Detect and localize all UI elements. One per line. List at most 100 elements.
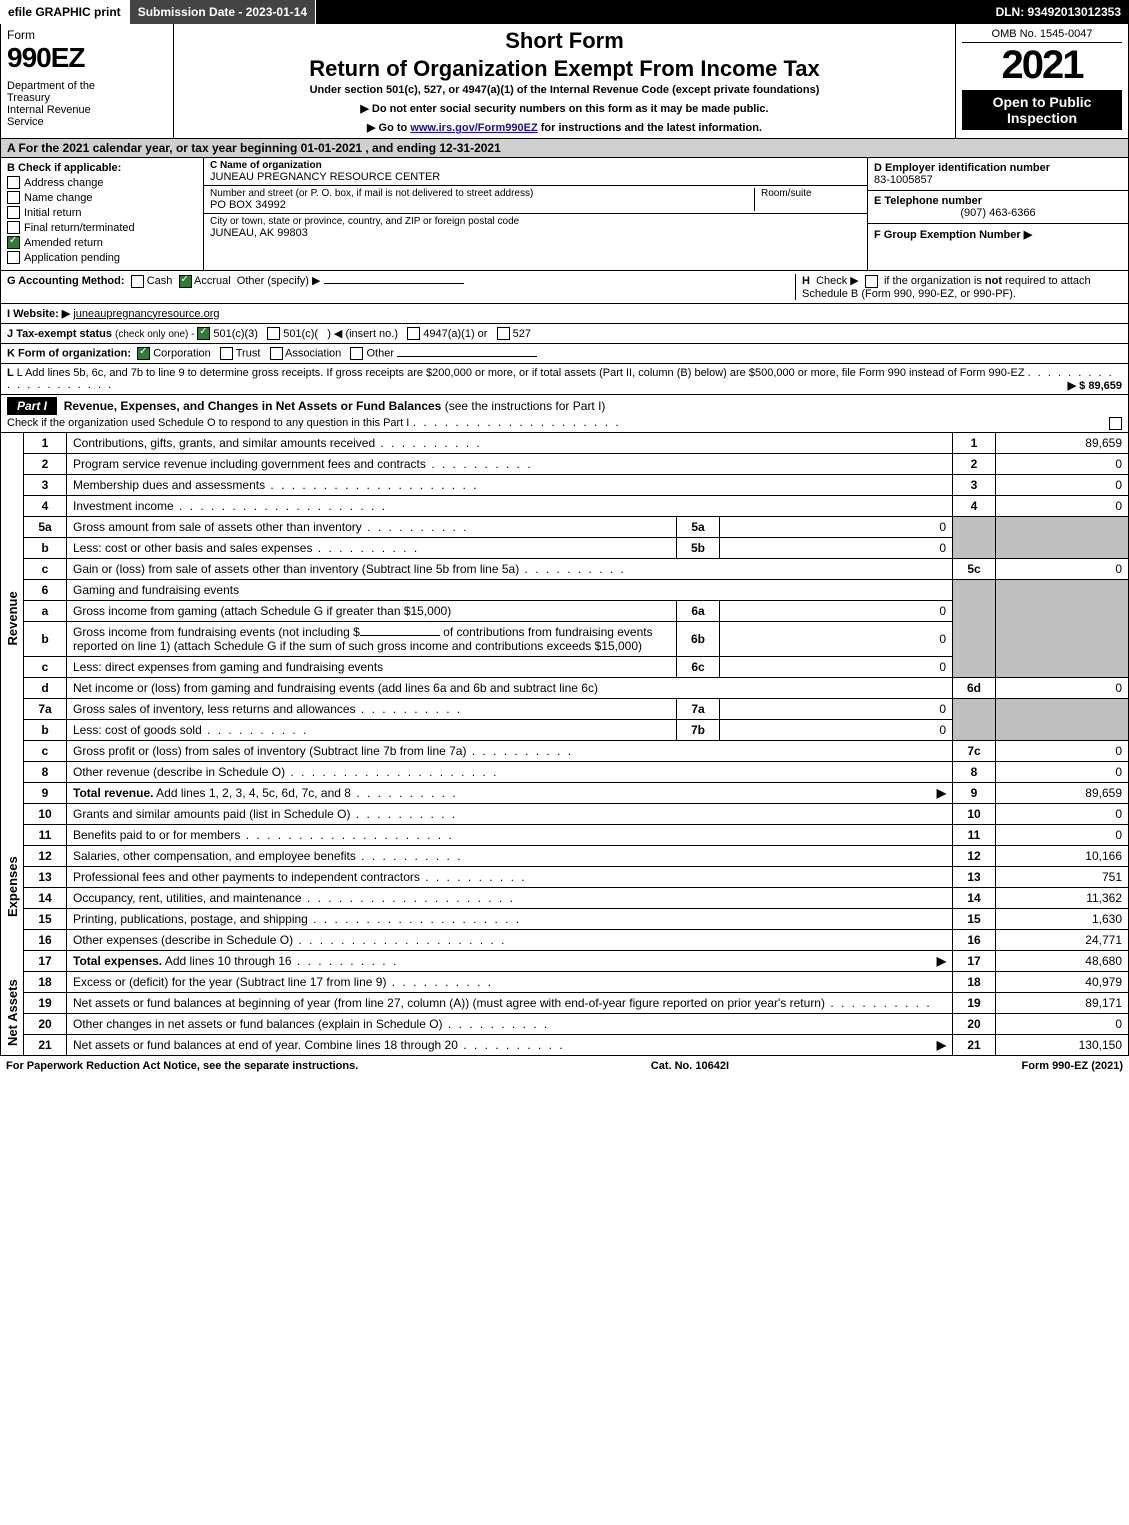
b-label: B Check if applicable: [7, 162, 197, 174]
line-amt: 48,680 [996, 950, 1129, 971]
part-1-table: Revenue 1 Contributions, gifts, grants, … [0, 433, 1129, 1056]
line-num: 17 [24, 950, 67, 971]
line-num: b [24, 537, 67, 558]
line-box: 9 [953, 782, 996, 803]
line-19: 19 Net assets or fund balances at beginn… [1, 992, 1129, 1013]
line-11: 11 Benefits paid to or for members 11 0 [1, 824, 1129, 845]
line-desc: Other changes in net assets or fund bala… [73, 1017, 443, 1031]
k-other-input[interactable] [397, 356, 537, 357]
line-num: a [24, 600, 67, 621]
checkbox-icon[interactable] [497, 327, 510, 340]
efile-label[interactable]: efile GRAPHIC print [0, 0, 130, 24]
checkbox-icon[interactable] [270, 347, 283, 360]
group-exemption-row: F Group Exemption Number ▶ [868, 224, 1128, 245]
line-box: 14 [953, 887, 996, 908]
irs-link[interactable]: www.irs.gov/Form990EZ [410, 122, 537, 134]
line-box: 1 [953, 433, 996, 454]
line-amt: 130,150 [996, 1034, 1129, 1055]
checkbox-icon[interactable] [865, 275, 878, 288]
addr-label: Number and street (or P. O. box, if mail… [210, 188, 748, 199]
line-box: 8 [953, 761, 996, 782]
check-final-return[interactable]: Final return/terminated [7, 221, 197, 234]
line-num: 18 [24, 971, 67, 992]
line-desc: Professional fees and other payments to … [73, 870, 420, 884]
line-num: 6 [24, 579, 67, 600]
checkbox-icon[interactable] [267, 327, 280, 340]
org-address: PO BOX 34992 [210, 199, 748, 211]
line-desc: Less: cost or other basis and sales expe… [73, 541, 312, 555]
i-label: I Website: ▶ [7, 308, 70, 320]
checkbox-icon[interactable] [1109, 417, 1122, 430]
checkbox-icon[interactable] [220, 347, 233, 360]
checkbox-checked-icon[interactable] [179, 275, 192, 288]
org-addr-row: Number and street (or P. O. box, if mail… [204, 186, 867, 214]
check-application-pending[interactable]: Application pending [7, 251, 197, 264]
line-desc: Gross income from gaming (attach Schedul… [73, 604, 451, 618]
g-other: Other (specify) ▶ [237, 275, 321, 287]
line-box: 4 [953, 495, 996, 516]
col-c: C Name of organization JUNEAU PREGNANCY … [204, 158, 867, 270]
line-box: 11 [953, 824, 996, 845]
main-title: Return of Organization Exempt From Incom… [182, 56, 947, 82]
blank-input[interactable] [360, 635, 440, 636]
e-label: E Telephone number [874, 195, 1122, 207]
line-amt: 1,630 [996, 908, 1129, 929]
line-num: 19 [24, 992, 67, 1013]
row-g-h: G Accounting Method: Cash Accrual Other … [0, 271, 1129, 304]
check-amended-return[interactable]: Amended return [7, 236, 197, 249]
city-label: City or town, state or province, country… [210, 216, 861, 227]
line-num: b [24, 621, 67, 656]
checkbox-checked-icon[interactable] [197, 327, 210, 340]
sub-amt: 0 [720, 621, 953, 656]
shaded-cell [996, 516, 1129, 558]
line-num: 16 [24, 929, 67, 950]
check-address-change[interactable]: Address change [7, 176, 197, 189]
expenses-side-label: Expenses [1, 803, 24, 971]
dept-label: Department of theTreasuryInternal Revenu… [7, 80, 167, 128]
line-amt: 0 [996, 495, 1129, 516]
line-desc: Gain or (loss) from sale of assets other… [73, 562, 519, 576]
website-link[interactable]: juneaupregnancyresource.org [73, 308, 219, 320]
dln-label: DLN: 93492013012353 [988, 0, 1129, 24]
g-accrual: Accrual [194, 275, 231, 287]
line-box: 5c [953, 558, 996, 579]
checkbox-icon[interactable] [407, 327, 420, 340]
line-15: 15 Printing, publications, postage, and … [1, 908, 1129, 929]
line-desc: Benefits paid to or for members [73, 828, 240, 842]
g-other-input[interactable] [324, 283, 464, 284]
checkbox-icon[interactable] [131, 275, 144, 288]
line-amt: 0 [996, 453, 1129, 474]
line-num: b [24, 719, 67, 740]
line-desc: Gaming and fundraising events [73, 583, 239, 597]
line-num: c [24, 558, 67, 579]
line-desc: Gross amount from sale of assets other t… [73, 520, 362, 534]
line-amt: 11,362 [996, 887, 1129, 908]
checkbox-icon[interactable] [350, 347, 363, 360]
line-desc: Investment income [73, 499, 174, 513]
line-desc: Grants and similar amounts paid (list in… [73, 807, 350, 821]
instr-2-post: for instructions and the latest informat… [538, 122, 762, 134]
line-desc: Net assets or fund balances at beginning… [73, 996, 825, 1010]
line-box: 19 [953, 992, 996, 1013]
line-1: Revenue 1 Contributions, gifts, grants, … [1, 433, 1129, 454]
net-assets-side-label: Net Assets [1, 971, 24, 1055]
line-desc: Salaries, other compensation, and employ… [73, 849, 356, 863]
l-text: L Add lines 5b, 6c, and 7b to line 9 to … [17, 367, 1025, 379]
j-note: (check only one) - [115, 329, 197, 340]
footer-mid: Cat. No. 10642I [651, 1060, 729, 1072]
sub-box: 6c [677, 656, 720, 677]
line-box: 10 [953, 803, 996, 824]
ein-value: 83-1005857 [874, 174, 1122, 186]
line-desc: Contributions, gifts, grants, and simila… [73, 436, 375, 450]
form-header: Form 990EZ Department of theTreasuryInte… [0, 24, 1129, 139]
line-amt: 0 [996, 803, 1129, 824]
line-desc: Net income or (loss) from gaming and fun… [73, 681, 598, 695]
sub-amt: 0 [720, 516, 953, 537]
line-6: 6 Gaming and fundraising events [1, 579, 1129, 600]
line-desc: Less: cost of goods sold [73, 723, 202, 737]
check-initial-return[interactable]: Initial return [7, 206, 197, 219]
checkbox-checked-icon[interactable] [137, 347, 150, 360]
line-num: d [24, 677, 67, 698]
check-name-change[interactable]: Name change [7, 191, 197, 204]
checkbox-icon [7, 176, 20, 189]
